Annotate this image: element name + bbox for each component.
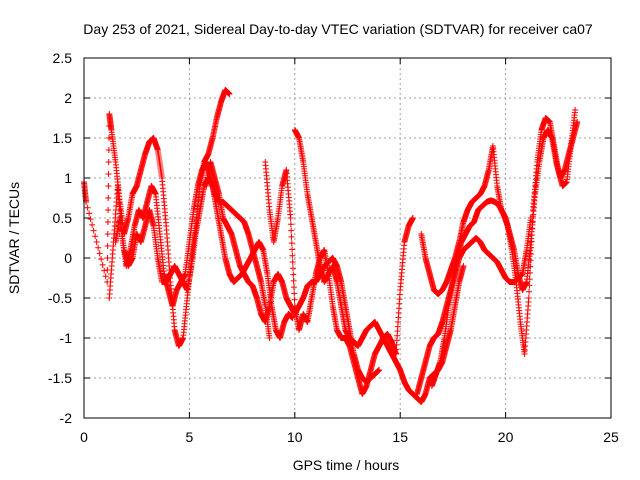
data-point [290, 284, 297, 291]
data-point [287, 221, 294, 228]
y-tick-label: 2.5 [53, 50, 73, 66]
series-trace-f [291, 127, 467, 405]
x-tick-label: 0 [80, 429, 88, 445]
y-tick-label: 0 [64, 250, 72, 266]
data-point [376, 367, 383, 373]
x-tick-label: 25 [603, 429, 619, 445]
data-point [288, 227, 295, 234]
data-point [104, 231, 111, 237]
data-point [90, 227, 97, 234]
data-point [290, 271, 297, 278]
data-point [101, 267, 108, 274]
data-point [409, 215, 416, 221]
data-point [266, 335, 273, 341]
y-tick-label: -1.5 [48, 370, 72, 386]
y-tick-label: -0.5 [48, 290, 72, 306]
y-tick-label: 1 [64, 170, 72, 186]
data-point [291, 290, 298, 297]
series-trace-a [81, 87, 233, 349]
y-tick-label: 2 [64, 90, 72, 106]
chart-title: Day 253 of 2021, Sidereal Day-to-day VTE… [83, 21, 593, 37]
series-trace-h [428, 107, 579, 389]
data-point [87, 216, 94, 223]
data-point [289, 252, 296, 259]
data-point [99, 261, 106, 268]
data-point [289, 265, 296, 272]
data-point [105, 183, 112, 189]
y-tick-label: 0.5 [53, 210, 73, 226]
data-point [289, 259, 296, 265]
data-point [105, 135, 112, 141]
data-point [526, 288, 533, 295]
x-tick-label: 20 [498, 429, 514, 445]
data-point [92, 233, 99, 240]
x-tick-label: 10 [287, 429, 303, 445]
data-point [104, 219, 111, 225]
data-point [289, 246, 296, 253]
data-point [290, 277, 297, 284]
y-tick-label: -2 [60, 410, 73, 426]
data-point [288, 240, 295, 247]
x-tick-label: 5 [186, 429, 194, 445]
data-point [105, 147, 112, 153]
y-axis-label: SDTVAR / TECUs [6, 182, 22, 294]
series-trace-i [414, 215, 534, 397]
data-point [226, 91, 233, 97]
data-point [105, 171, 112, 177]
y-tick-label: 1.5 [53, 130, 73, 146]
data-point [528, 232, 535, 239]
data-point [89, 221, 96, 228]
data-point [98, 256, 105, 263]
data-point [96, 250, 103, 257]
data-point [84, 204, 91, 211]
data-point [105, 159, 112, 165]
data-point [105, 207, 112, 213]
series-trace-c [112, 175, 296, 341]
y-tick-label: -1 [60, 330, 73, 346]
data-point [291, 296, 298, 303]
x-tick-label: 15 [392, 429, 408, 445]
data-points [81, 87, 581, 405]
data-point [525, 295, 532, 301]
data-point [104, 243, 111, 249]
x-axis-label: GPS time / hours [293, 457, 400, 473]
series-trace-e [262, 159, 416, 397]
data-point [287, 215, 294, 221]
data-point [102, 273, 109, 280]
data-point [95, 244, 102, 251]
data-point [105, 195, 112, 201]
data-point [288, 233, 295, 240]
data-point [93, 239, 100, 245]
data-point [86, 210, 93, 217]
